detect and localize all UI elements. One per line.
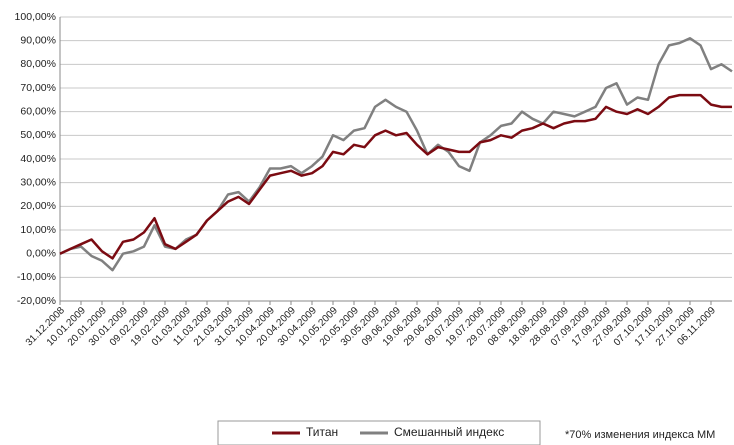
y-tick-label: 30,00% (20, 176, 56, 188)
y-tick-label: 20,00% (20, 200, 56, 212)
y-tick-label: 10,00% (20, 224, 56, 236)
y-tick-label: 80,00% (20, 58, 56, 70)
y-tick-label: -20,00% (17, 295, 56, 307)
legend-label: Смешанный индекс (394, 425, 504, 439)
y-tick-label: 50,00% (20, 129, 56, 141)
y-tick-label: 40,00% (20, 153, 56, 165)
y-tick-label: -10,00% (17, 271, 56, 283)
annotation: *70% изменения индекса ММ (565, 429, 715, 441)
y-tick-label: 70,00% (20, 82, 56, 94)
y-tick-label: 0,00% (26, 247, 56, 259)
y-tick-label: 100,00% (15, 11, 56, 23)
y-tick-label: 90,00% (20, 34, 56, 46)
legend-label: Титан (306, 425, 338, 439)
y-tick-label: 60,00% (20, 105, 56, 117)
series-line (59, 93, 732, 260)
